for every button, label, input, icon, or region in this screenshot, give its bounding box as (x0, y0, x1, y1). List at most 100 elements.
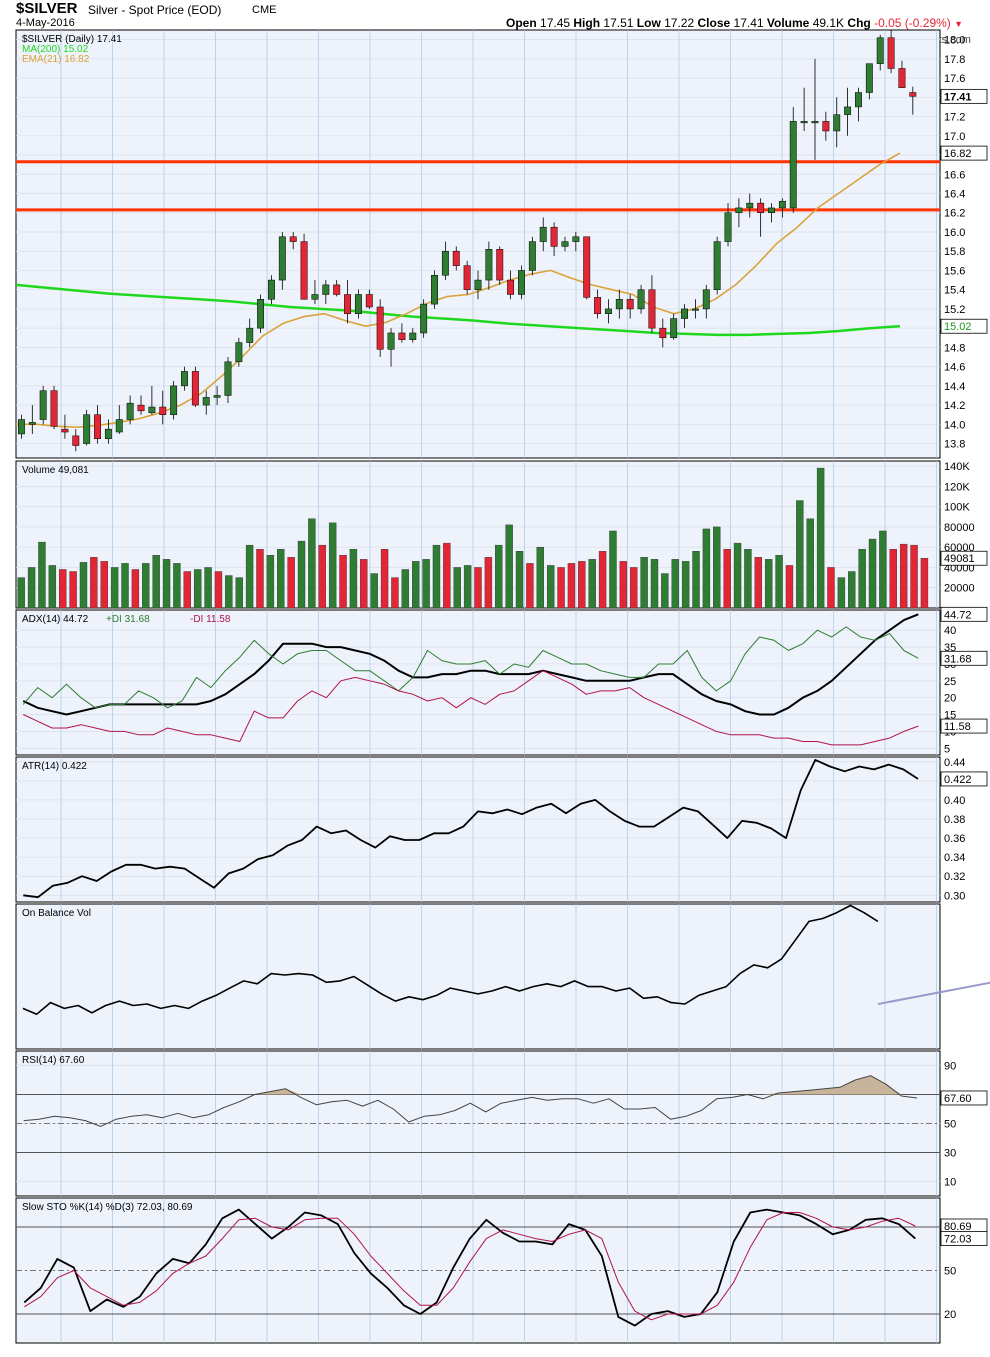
volume-bar (432, 544, 441, 609)
candle-body (496, 249, 504, 281)
ma200-label-box (940, 318, 988, 334)
candle-body (528, 241, 536, 271)
candle-body (778, 200, 786, 209)
ticker-symbol: $SILVER (16, 0, 78, 17)
candle-body (822, 121, 830, 132)
candle-body (844, 106, 852, 115)
volume-bar (391, 577, 399, 609)
candle-body (789, 121, 797, 209)
atr-axis-tick: 0.30 (944, 890, 965, 902)
atr-last-label: 0.422 (944, 774, 972, 786)
price-axis-tick: 16.6 (944, 169, 965, 181)
legend-entry: Slow STO %K(14) %D(3) 72.03, 80.69 (22, 1202, 193, 1213)
volume-bar (619, 561, 628, 609)
candle-body (626, 299, 634, 310)
volume-bar (546, 565, 555, 609)
candle-body (61, 428, 69, 433)
volume-bar (173, 563, 181, 609)
volume-bar (100, 561, 108, 609)
adx-series-line (22, 626, 919, 709)
volume-bar (245, 544, 254, 609)
atr-axis-tick: 0.34 (944, 852, 965, 864)
volume-bar (484, 557, 493, 609)
candle-body (659, 327, 667, 339)
atr-axis-tick: 0.40 (944, 795, 965, 807)
candle-body (757, 202, 765, 213)
stochastic-d-label: 80.69 (944, 1221, 972, 1233)
candle-body (344, 294, 352, 314)
volume-bar (868, 538, 877, 609)
low-value: 17.22 (664, 16, 695, 30)
volume-bar (297, 540, 306, 609)
mdi-last-label: 11.58 (944, 721, 971, 733)
volume-bar (131, 569, 140, 609)
volume-bar (27, 567, 36, 609)
legend-entry: On Balance Vol (22, 908, 91, 919)
price-axis-tick: 14.2 (944, 400, 965, 412)
change-value: -0.05 (-0.29%) (874, 16, 951, 30)
candle-body (735, 207, 743, 213)
candle-body (170, 385, 178, 415)
price-axis-tick: 17.6 (944, 73, 965, 85)
volume-bar (526, 563, 534, 609)
volume-bar (214, 571, 223, 609)
high-value: 17.51 (603, 16, 634, 30)
rsi-axis-tick: 10 (944, 1177, 956, 1189)
adx-series-line (22, 613, 919, 716)
ohlc-readout: Open 17.45 High 17.51 Low 17.22 Close 17… (506, 16, 963, 30)
change-label: Chg (847, 16, 871, 30)
rsi-last-label-box (940, 1090, 988, 1106)
volume-bar (630, 567, 638, 609)
adx-axis-tick: 25 (944, 676, 956, 688)
volume-bar (79, 562, 88, 609)
volume-bar (733, 542, 742, 609)
price-axis-tick: 14.4 (944, 381, 965, 393)
volume-bar (650, 559, 659, 609)
candle-body (289, 236, 297, 242)
obv-panel (15, 903, 941, 1050)
candle-body (583, 236, 591, 298)
volume-bar (806, 518, 814, 609)
legend-entry: +DI 31.68 (106, 614, 150, 625)
candle-body (333, 284, 341, 295)
obv-line (22, 904, 879, 1016)
volume-axis-tick: 120K (944, 481, 970, 493)
volume-bar (858, 549, 866, 609)
candle-body (572, 236, 580, 242)
candle-body (474, 279, 482, 290)
legend-entry: RSI(14) 67.60 (22, 1055, 85, 1066)
candle-body (409, 332, 417, 340)
candle-body (909, 92, 917, 97)
atr-axis-tick: 0.32 (944, 871, 965, 883)
volume-label: Volume (766, 16, 810, 30)
legend-entry: -DI 11.58 (190, 614, 231, 625)
volume-bar (609, 530, 617, 609)
open-label: Open (506, 16, 537, 30)
volume-bar (640, 557, 648, 609)
atr-axis-tick: 0.38 (944, 814, 965, 826)
candle-body (702, 289, 710, 310)
volume-bar (17, 577, 25, 609)
candle-body (257, 299, 265, 329)
volume-bar (764, 559, 773, 609)
volume-bar (339, 555, 347, 609)
adx-last-label-box (940, 606, 988, 622)
legend-entry: EMA(21) 16.82 (22, 54, 90, 65)
candle-body (387, 332, 395, 350)
volume-bar (38, 541, 46, 609)
volume-bar (754, 557, 763, 609)
candle-body (724, 212, 732, 242)
stochastic-axis-tick: 20 (944, 1309, 956, 1321)
candle-body (441, 250, 449, 276)
volume-bar (235, 577, 243, 609)
legend-entry: ATR(14) 0.422 (22, 761, 87, 772)
volume-bar (578, 561, 586, 609)
volume-bar (567, 563, 576, 609)
price-axis-tick: 15.8 (944, 246, 965, 258)
candle-body (865, 63, 873, 93)
volume-bar (287, 557, 295, 609)
candle-body (713, 241, 721, 290)
volume-bar (162, 559, 171, 609)
ema21-label-box (940, 145, 988, 161)
atr-panel (15, 756, 941, 903)
